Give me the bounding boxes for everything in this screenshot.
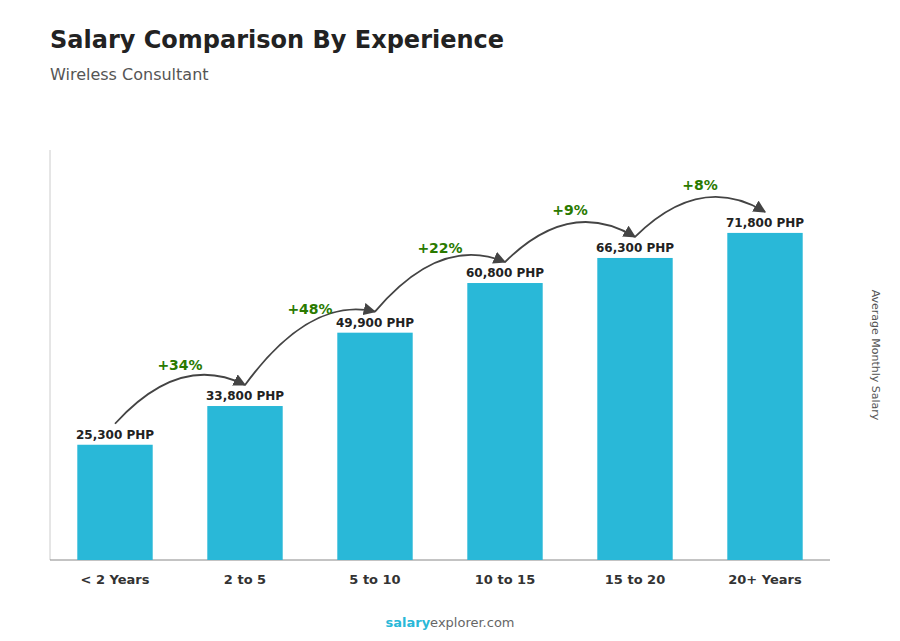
bar [727, 233, 802, 560]
bar [77, 445, 152, 560]
title: Salary Comparison By Experience [50, 26, 504, 54]
annotations: +34% +48% +22% +9% +8% [115, 177, 765, 423]
change-arrow [115, 375, 245, 424]
annotation: +34% [157, 357, 202, 373]
annotation: +48% [287, 301, 332, 317]
bar [597, 258, 672, 560]
data-label: 49,900 PHP [336, 316, 414, 330]
x-tick-label: 10 to 15 [475, 572, 535, 587]
watermark-part: explorer.com [430, 615, 514, 630]
annotation: +8% [682, 177, 718, 193]
watermark: salaryexplorer.com [385, 615, 514, 630]
y-axis-line [50, 150, 51, 560]
annotation: +9% [552, 202, 588, 218]
change-arrow [245, 309, 375, 385]
bar [337, 333, 412, 560]
x-tick-label: < 2 Years [81, 572, 150, 587]
change-arrow [635, 197, 765, 237]
data-label: 60,800 PHP [466, 266, 544, 280]
data-label: 25,300 PHP [76, 428, 154, 442]
x-tick-label: 15 to 20 [605, 572, 665, 587]
chart: Salary Comparison By Experience Wireless … [0, 0, 900, 641]
watermark-part: salary [385, 615, 430, 630]
change-arrow [375, 255, 505, 312]
data-label: 33,800 PHP [206, 389, 284, 403]
bars [77, 233, 802, 560]
x-tick-label: 2 to 5 [224, 572, 266, 587]
y-axis-label: Average Monthly Salary [869, 290, 882, 421]
data-label: 66,300 PHP [596, 241, 674, 255]
x-axis-line [50, 560, 830, 561]
x-tick-label: 20+ Years [728, 572, 802, 587]
x-tick-label: 5 to 10 [349, 572, 400, 587]
subtitle: Wireless Consultant [50, 65, 209, 84]
data-label: 71,800 PHP [726, 216, 804, 230]
annotation: +22% [417, 240, 462, 256]
bar [467, 283, 542, 560]
change-arrow [505, 222, 635, 262]
chart-container: Salary Comparison By Experience Wireless … [0, 0, 900, 641]
bar [207, 406, 282, 560]
